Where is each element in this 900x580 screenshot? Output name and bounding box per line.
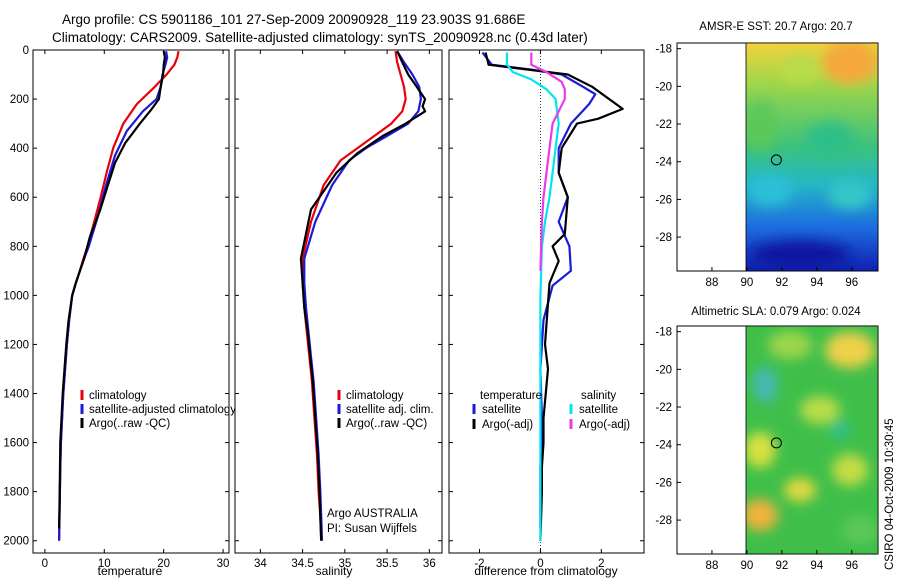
y-tick-label: -18 [655,44,672,56]
temperature-xlabel: temperature [98,564,163,578]
x-tick-label: 0 [42,558,48,570]
series-line-argo-raw-qc- [58,50,166,529]
x-tick-label: 90 [741,560,754,572]
x-tick-label: 36 [423,558,436,570]
x-tick-label: 88 [706,277,719,289]
x-tick-label: 2 [598,558,604,570]
salinity-xlabel: salinity [316,564,353,578]
legend-entry: Argo(..raw -QC) [346,418,427,430]
y-tick-label: -28 [655,515,672,527]
series-line-salinity-satellite [505,52,560,541]
legend-entry: satellite [482,404,521,416]
x-tick-label: 90 [741,277,754,289]
sst-title: AMSR-E SST: 20.7 Argo: 20.7 [699,21,852,33]
x-tick-label: 0 [537,558,543,570]
y-tick-label: 1800 [3,487,29,499]
x-tick-label: 35 [338,558,351,570]
x-tick-label: -2 [474,558,484,570]
y-tick-label: -22 [655,402,672,414]
sst-heatmap [746,43,878,271]
legend-entry: Argo(..raw -QC) [89,418,170,430]
legend-header: salinity [581,390,616,402]
footer-stamp: CSIRO 04-Oct-2009 10:30:45 [884,419,896,571]
legend-entry: climatology [346,390,404,402]
y-tick-label: -24 [655,440,672,452]
y-tick-label: -24 [655,157,672,169]
y-tick-label: -26 [655,194,672,206]
sla-map-panel: Altimetric SLA: 0.079 Argo: 0.024 88 90 92… [655,306,879,572]
legend-entry: satellite adj. clim. [346,404,434,416]
x-tick-label: 34.5 [291,558,313,570]
y-tick-label: -20 [655,364,672,376]
y-tick-label: 200 [10,94,29,106]
y-tick-label: 1200 [3,339,29,351]
x-tick-label: 34 [254,558,267,570]
y-tick-label: -26 [655,477,672,489]
salinity-panel: 34 34.5 35 35.5 36 climatology satellite adj.… [234,49,443,578]
title-line-1: Argo profile: CS 5901186_101 27-Sep-2009… [62,12,525,27]
legend-entry: Argo(-adj) [579,419,630,431]
title-line-2: Climatology: CARS2009. Satellite-adjuste… [52,30,588,45]
pi-label: PI: Susan Wijffels [327,523,417,535]
x-tick-label: 20 [157,558,170,570]
y-tick-label: -20 [655,81,672,93]
sla-heatmap [746,326,878,554]
y-tick-label: -28 [655,232,672,244]
x-tick-label: 10 [98,558,111,570]
x-tick-label: 92 [775,560,788,572]
x-tick-label: 92 [775,277,788,289]
x-tick-label: 94 [810,560,823,572]
y-tick-label: 400 [10,143,29,155]
series-line-salinity-argo-adj- [530,52,566,271]
y-tick-label: 1000 [3,290,29,302]
legend-entry: climatology [89,390,147,402]
legend-entry: satellite [579,404,618,416]
y-tick-label: 1400 [3,389,29,401]
y-tick-label: 0 [23,45,29,57]
x-tick-label: 35.5 [376,558,398,570]
x-tick-label: 30 [217,558,230,570]
series-line-argo-raw-qc- [299,50,427,541]
temperature-panel: 0 10 20 30 0 200 400 600 800 1000 1200 1400 1600 1800… [3,45,236,578]
series-line-temperature-argo-adj- [484,52,624,541]
legend-entry: Argo(-adj) [482,419,533,431]
y-tick-label: -18 [655,327,672,339]
difference-xlabel: difference from climatology [474,564,617,578]
sst-map-panel: AMSR-E SST: 20.7 Argo: 20.7 88 90 92 94 96 -1… [655,21,879,289]
argo-australia-label: Argo AUSTRALIA [327,508,418,520]
salinity-axes [234,49,443,554]
legend-header: temperature [480,390,542,402]
series-line-temperature-satellite [481,51,597,529]
x-tick-label: 96 [845,560,858,572]
difference-axes [448,49,645,554]
x-tick-label: 94 [810,277,823,289]
sla-title: Altimetric SLA: 0.079 Argo: 0.024 [691,306,861,318]
y-tick-label: -22 [655,119,672,131]
y-tick-label: 2000 [3,536,29,548]
y-tick-label: 800 [10,241,29,253]
sst-argo-marker [770,154,782,166]
sla-argo-marker [770,437,782,449]
y-tick-label: 600 [10,192,29,204]
difference-panel: -2 0 2 temperature salinity satellite Argo(-a… [448,49,645,578]
x-tick-label: 96 [845,277,858,289]
x-tick-label: 88 [706,560,719,572]
legend-entry: satellite-adjusted climatology [89,404,236,416]
y-tick-label: 1600 [3,438,29,450]
